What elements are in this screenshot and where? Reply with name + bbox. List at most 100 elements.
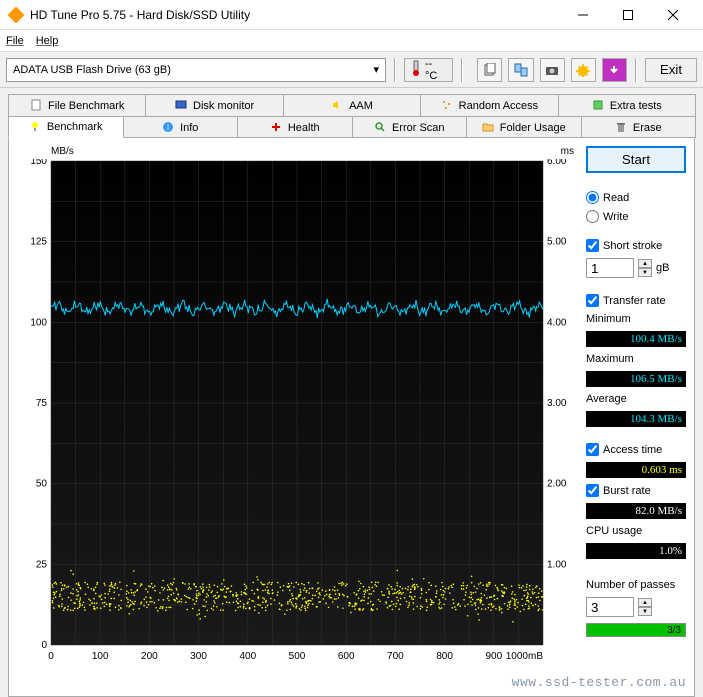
tab-health[interactable]: Health xyxy=(237,116,353,138)
monitor-icon xyxy=(175,99,189,113)
thermometer-icon xyxy=(411,60,421,79)
label-minimum: Minimum xyxy=(586,313,686,325)
tab-extra-tests[interactable]: Extra tests xyxy=(558,94,696,116)
svg-text:3.00: 3.00 xyxy=(547,398,567,409)
check-burst-rate[interactable]: Burst rate xyxy=(586,484,686,497)
tab-error-scan[interactable]: Error Scan xyxy=(352,116,468,138)
tab-disk-monitor[interactable]: Disk monitor xyxy=(145,94,283,116)
chart-zone: MB/s ms 15012510075502506.005.004.003.00… xyxy=(17,146,578,688)
folder-icon xyxy=(482,121,496,135)
copy-info-button[interactable] xyxy=(477,58,502,82)
exit-button[interactable]: Exit xyxy=(645,58,697,82)
benchmark-chart: 15012510075502506.005.004.003.002.001.00… xyxy=(17,159,577,669)
tabs-container: File Benchmark Disk monitor AAM Random A… xyxy=(0,88,703,697)
svg-text:150: 150 xyxy=(30,159,47,167)
extra-icon xyxy=(592,99,606,113)
copy-screenshot-button[interactable] xyxy=(508,58,533,82)
svg-text:50: 50 xyxy=(36,479,48,490)
chevron-down-icon: ▾ xyxy=(373,63,379,76)
window-buttons xyxy=(560,0,695,30)
label-cpu-usage: CPU usage xyxy=(586,525,686,537)
svg-text:1000mB: 1000mB xyxy=(506,651,544,662)
check-short-stroke[interactable]: Short stroke xyxy=(586,239,686,252)
tab-random-access[interactable]: Random Access xyxy=(420,94,558,116)
short-stroke-unit: gB xyxy=(656,262,669,274)
svg-text:500: 500 xyxy=(289,651,306,662)
drive-select[interactable]: ADATA USB Flash Drive (63 gB) ▾ xyxy=(6,58,386,82)
check-access-time[interactable]: Access time xyxy=(586,443,686,456)
check-transfer-rate[interactable]: Transfer rate xyxy=(586,294,686,307)
minimize-button[interactable] xyxy=(560,0,605,30)
maximize-button[interactable] xyxy=(605,0,650,30)
menu-file[interactable]: File xyxy=(6,35,24,47)
tab-folder-usage[interactable]: Folder Usage xyxy=(466,116,582,138)
svg-text:300: 300 xyxy=(190,651,207,662)
tab-erase[interactable]: Erase xyxy=(581,116,697,138)
svg-text:i: i xyxy=(167,123,169,132)
svg-text:6.00: 6.00 xyxy=(547,159,567,167)
spin-up[interactable]: ▲ xyxy=(638,259,652,268)
svg-text:125: 125 xyxy=(30,237,47,248)
svg-text:25: 25 xyxy=(36,559,48,570)
trash-icon xyxy=(615,121,629,135)
toolbar: ADATA USB Flash Drive (63 gB) ▾ -- °C Ex… xyxy=(0,52,703,88)
passes-input[interactable] xyxy=(586,597,634,617)
value-burst-rate: 82.0 MB/s xyxy=(586,503,686,519)
close-button[interactable] xyxy=(650,0,695,30)
tab-info[interactable]: iInfo xyxy=(123,116,239,138)
svg-text:2.00: 2.00 xyxy=(547,479,567,490)
value-maximum: 106.5 MB/s xyxy=(586,371,686,387)
screenshot-button[interactable] xyxy=(540,58,565,82)
save-button[interactable] xyxy=(602,58,627,82)
svg-text:100: 100 xyxy=(92,651,109,662)
tab-panel-benchmark: MB/s ms 15012510075502506.005.004.003.00… xyxy=(8,137,695,697)
progress-text: 3/3 xyxy=(667,624,681,638)
value-access-time: 0.603 ms xyxy=(586,462,686,478)
random-icon xyxy=(441,99,455,113)
magnify-icon xyxy=(374,121,388,135)
progress-bar: 3/3 xyxy=(586,623,686,637)
divider xyxy=(394,58,396,82)
tab-benchmark[interactable]: Benchmark xyxy=(8,116,124,138)
svg-text:75: 75 xyxy=(36,398,48,409)
app-icon xyxy=(8,7,24,23)
svg-text:900: 900 xyxy=(485,651,502,662)
temp-value: -- °C xyxy=(425,58,446,82)
label-maximum: Maximum xyxy=(586,353,686,365)
value-minimum: 100.4 MB/s xyxy=(586,331,686,347)
svg-text:4.00: 4.00 xyxy=(547,317,567,328)
radio-read[interactable]: Read xyxy=(586,191,686,204)
y-right-label: ms xyxy=(561,146,574,157)
temperature-box: -- °C xyxy=(404,58,453,82)
start-button[interactable]: Start xyxy=(586,146,686,173)
spin-down[interactable]: ▼ xyxy=(638,268,652,277)
menubar: File Help xyxy=(0,30,703,52)
titlebar: HD Tune Pro 5.75 - Hard Disk/SSD Utility xyxy=(0,0,703,30)
svg-text:700: 700 xyxy=(387,651,404,662)
spin-up[interactable]: ▲ xyxy=(638,598,652,607)
label-num-passes: Number of passes xyxy=(586,579,686,591)
tab-aam[interactable]: AAM xyxy=(283,94,421,116)
speaker-icon xyxy=(331,99,345,113)
divider xyxy=(635,58,637,82)
value-cpu-usage: 1.0% xyxy=(586,543,686,559)
short-stroke-input[interactable] xyxy=(586,258,634,278)
value-average: 104.3 MB/s xyxy=(586,411,686,427)
svg-text:800: 800 xyxy=(436,651,453,662)
svg-text:0: 0 xyxy=(48,651,54,662)
tab-file-benchmark[interactable]: File Benchmark xyxy=(8,94,146,116)
radio-write[interactable]: Write xyxy=(586,210,686,223)
options-button[interactable] xyxy=(571,58,596,82)
svg-text:0: 0 xyxy=(41,640,47,651)
spin-down[interactable]: ▼ xyxy=(638,607,652,616)
menu-help[interactable]: Help xyxy=(36,35,59,47)
label-average: Average xyxy=(586,393,686,405)
divider xyxy=(461,58,463,82)
bulb-icon xyxy=(29,120,43,134)
info-icon: i xyxy=(162,121,176,135)
health-icon xyxy=(270,121,284,135)
svg-text:1.00: 1.00 xyxy=(547,559,567,570)
window-title: HD Tune Pro 5.75 - Hard Disk/SSD Utility xyxy=(30,8,560,22)
y-left-label: MB/s xyxy=(51,146,74,157)
file-icon xyxy=(30,99,44,113)
